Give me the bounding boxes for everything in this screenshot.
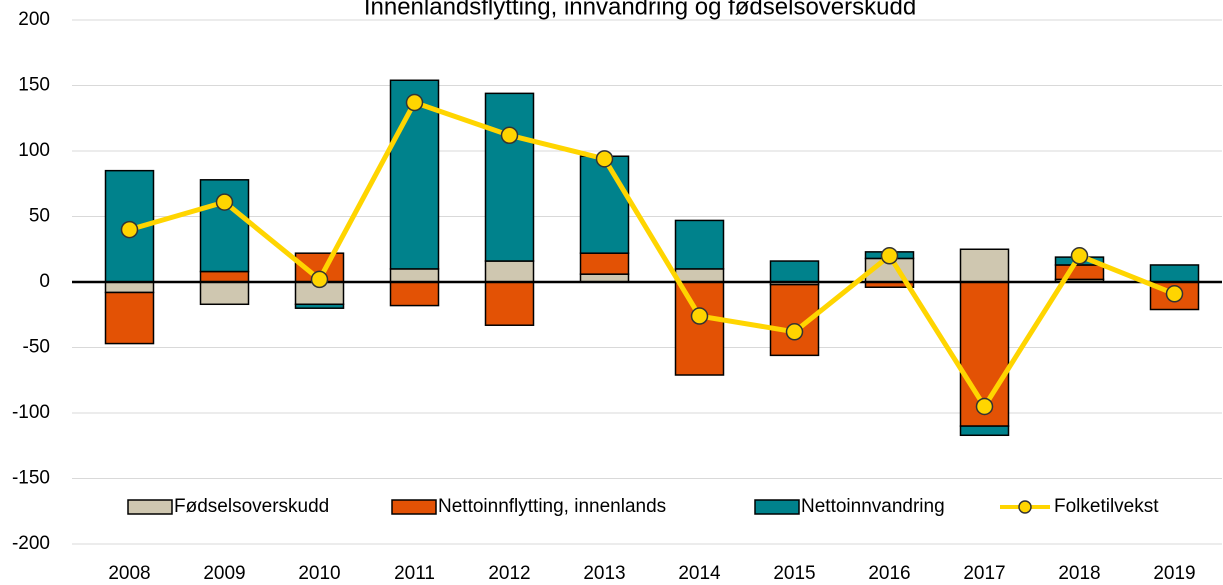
bar xyxy=(1149,264,1200,283)
marker xyxy=(785,323,804,341)
x-tick-label: 2008 xyxy=(108,563,150,584)
x-tick-label: 2011 xyxy=(394,563,435,584)
bar xyxy=(484,260,535,283)
bar xyxy=(199,281,250,306)
x-tick-label: 2016 xyxy=(868,563,910,584)
bar xyxy=(389,79,440,270)
marker xyxy=(405,93,424,112)
marker xyxy=(120,220,139,239)
line xyxy=(128,100,1176,409)
legend-label: Fødselsoverskudd xyxy=(174,496,329,517)
x-tick-label: 2015 xyxy=(773,563,815,584)
legend-swatch xyxy=(1018,500,1032,514)
x-tick-label: 2019 xyxy=(1153,563,1195,584)
y-tick-label: -50 xyxy=(23,337,50,358)
marker xyxy=(310,270,329,289)
bar xyxy=(579,155,630,254)
legend-swatch xyxy=(127,499,173,515)
bar xyxy=(674,219,725,270)
x-tick-label: 2009 xyxy=(203,563,245,584)
x-tick-label: 2018 xyxy=(1058,563,1100,584)
legend-swatch xyxy=(391,499,437,515)
marker xyxy=(595,150,614,168)
bars xyxy=(104,79,1200,437)
legend-label: Nettoinnflytting, innenlands xyxy=(438,496,666,517)
bar xyxy=(104,281,155,294)
marker xyxy=(975,397,994,416)
bar xyxy=(959,425,1010,437)
marker xyxy=(1070,247,1089,265)
bar xyxy=(389,281,440,307)
bar xyxy=(674,268,725,283)
chart-title: Innenlandsflytting, innvandring og fødse… xyxy=(364,0,916,20)
bar xyxy=(484,92,535,262)
marker xyxy=(880,247,899,265)
x-tick-label: 2013 xyxy=(583,563,625,584)
bar xyxy=(959,248,1010,283)
bar xyxy=(199,270,250,283)
marker xyxy=(215,193,234,211)
legend-label: Folketilvekst xyxy=(1054,496,1159,517)
bar xyxy=(1054,264,1105,281)
x-tick-label: 2014 xyxy=(678,563,721,584)
bar xyxy=(104,291,155,345)
x-tick-label: 2010 xyxy=(298,563,340,584)
marker xyxy=(690,307,709,325)
bar xyxy=(579,252,630,275)
bar xyxy=(294,303,345,309)
marker xyxy=(500,126,519,145)
legend-label: Nettoinnvandring xyxy=(801,496,945,517)
y-tick-label: 50 xyxy=(29,206,50,227)
bar xyxy=(389,268,440,283)
y-tick-label: -200 xyxy=(12,533,50,554)
x-tick-label: 2017 xyxy=(963,563,1005,584)
y-tick-label: -100 xyxy=(12,402,50,423)
legend-swatch xyxy=(754,499,800,515)
y-tick-label: 0 xyxy=(39,271,50,292)
y-tick-label: 150 xyxy=(18,75,50,96)
bar xyxy=(769,260,820,283)
x-tick-label: 2012 xyxy=(488,563,530,584)
y-tick-label: 100 xyxy=(18,140,50,161)
marker xyxy=(1165,285,1184,303)
y-tick-label: 200 xyxy=(18,9,50,30)
y-tick-label: -150 xyxy=(12,468,50,489)
bar xyxy=(484,281,535,326)
bar xyxy=(674,281,725,376)
